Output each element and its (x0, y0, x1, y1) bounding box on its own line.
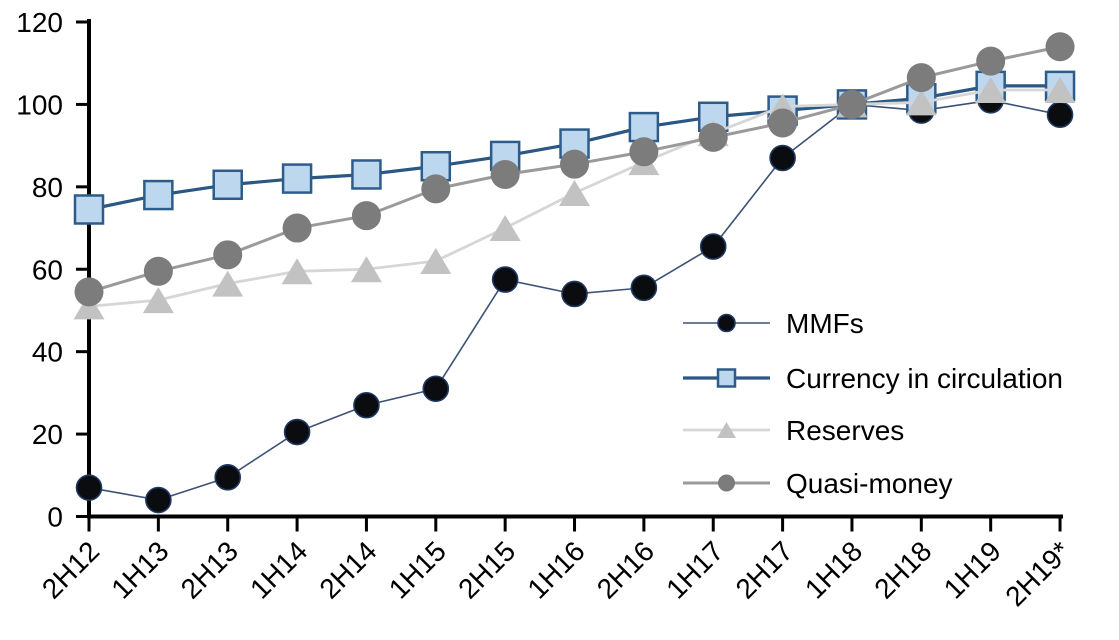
legend-label-quasi-money: Quasi-money (786, 468, 953, 499)
series-currency-in-circulation-point-1H14 (281, 163, 313, 194)
series-quasi-money-point-1H16 (560, 149, 590, 179)
legend-item-currency-in-circulation: Currency in circulation (683, 363, 1063, 394)
x-axis-tick-label: 1H17 (660, 535, 729, 604)
series-reserves-point-1H16 (559, 180, 591, 207)
series-currency-in-circulation-point-1H13 (143, 179, 174, 211)
x-axis-tick-label: 1H16 (522, 535, 591, 604)
x-axis-tick-label: 1H18 (799, 535, 868, 604)
legend-label-reserves: Reserves (786, 415, 904, 446)
series-currency-in-circulation-point-2H13 (212, 169, 243, 201)
legend-label-currency-in-circulation: Currency in circulation (786, 363, 1063, 394)
series-quasi-money-point-1H17 (698, 122, 728, 152)
series-quasi-money-point-2H17 (768, 108, 798, 138)
x-axis-tick-label: 2H18 (868, 535, 937, 604)
series-reserves-point-1H15 (420, 248, 452, 275)
series-quasi-money-point-2H18 (906, 63, 936, 93)
x-axis-tick-label: 2H17 (730, 535, 799, 604)
series-quasi-money-point-2H19* (1045, 32, 1075, 62)
x-axis-tick-label: 1H13 (105, 535, 174, 604)
series-quasi-money-point-1H19 (976, 46, 1006, 76)
series-reserves-point-2H18 (905, 89, 937, 116)
series-quasi-money-point-2H13 (213, 240, 243, 270)
legend: MMFs Currency in circulation Reserves Quasi… (683, 308, 1063, 499)
series-reserves-point-2H15 (489, 215, 521, 242)
series-quasi-money-point-2H16 (629, 137, 659, 167)
series-quasi-money-point-1H13 (143, 256, 173, 286)
series-quasi-money-point-1H14 (282, 213, 312, 243)
series-mmfs-point-2H13 (214, 464, 242, 491)
y-axis-tick-label: 120 (16, 7, 63, 38)
series-quasi-money (74, 32, 1075, 307)
legend-marker-currency-in-circulation-icon (716, 368, 737, 388)
x-axis-tick-label: 2H16 (591, 535, 660, 604)
series-mmfs-point-2H16 (630, 274, 658, 302)
series-reserves-point-2H14 (350, 256, 382, 283)
series-reserves-point-2H19* (1044, 76, 1076, 103)
x-axis-tick-label: 2H14 (313, 535, 382, 604)
x-axis-tick-label: 2H12 (36, 535, 105, 604)
series-reserves-point-1H14 (281, 258, 313, 285)
x-axis-tick-label: 1H19 (938, 535, 1007, 604)
legend-item-quasi-money: Quasi-money (683, 468, 953, 499)
legend-item-mmfs: MMFs (683, 308, 864, 339)
x-axis-tick-label: 2H19* (999, 535, 1076, 612)
series-reserves-point-1H13 (142, 287, 174, 314)
series-mmfs-point-1H14 (283, 418, 311, 446)
series-currency-in-circulation (73, 70, 1076, 225)
series-quasi-money-point-2H12 (74, 277, 104, 307)
y-axis-tick-label: 60 (32, 254, 63, 285)
series-mmfs-point-1H13 (145, 486, 172, 514)
y-axis-tick-label: 100 (16, 89, 63, 120)
series-quasi-money-point-1H15 (421, 174, 451, 204)
series-mmfs-point-2H15 (491, 266, 519, 293)
series-currency-in-circulation-point-2H12 (73, 194, 105, 225)
series-currency-in-circulation-point-2H14 (351, 159, 382, 190)
legend-item-reserves: Reserves (683, 415, 904, 446)
series-mmfs-point-1H17 (699, 233, 727, 260)
series-mmfs-point-2H19* (1046, 101, 1074, 129)
series-reserves-point-2H13 (212, 270, 244, 297)
y-axis-tick-label: 80 (32, 172, 63, 203)
series-quasi-money-point-1H18 (837, 89, 867, 119)
series-mmfs-point-2H14 (353, 391, 380, 419)
legend-marker-mmfs-icon (717, 313, 736, 333)
legend-marker-reserves-icon (717, 422, 736, 438)
series-currency-in-circulation-point-2H16 (628, 111, 660, 143)
series-mmfs-point-1H16 (561, 280, 588, 308)
series-mmfs-point-2H12 (75, 474, 103, 501)
y-axis-tick-label: 0 (47, 502, 63, 533)
x-axis-tick-label: 2H13 (175, 535, 244, 604)
y-axis-tick-label: 40 (32, 337, 63, 368)
legend-label-mmfs: MMFs (786, 308, 864, 339)
x-axis-tick-label: 1H14 (244, 535, 313, 604)
y-axis-tick-label: 20 (32, 419, 63, 450)
series-quasi-money-point-2H15 (490, 159, 520, 189)
x-axis-tick-label: 1H15 (383, 535, 452, 604)
series-mmfs-point-2H17 (769, 144, 796, 172)
legend-marker-quasi-money-icon (718, 474, 735, 492)
series-mmfs-point-1H15 (422, 375, 450, 403)
series-reserves-point-1H19 (975, 76, 1007, 103)
x-axis-tick-label: 2H15 (452, 535, 521, 604)
series-quasi-money-point-2H14 (351, 201, 381, 231)
